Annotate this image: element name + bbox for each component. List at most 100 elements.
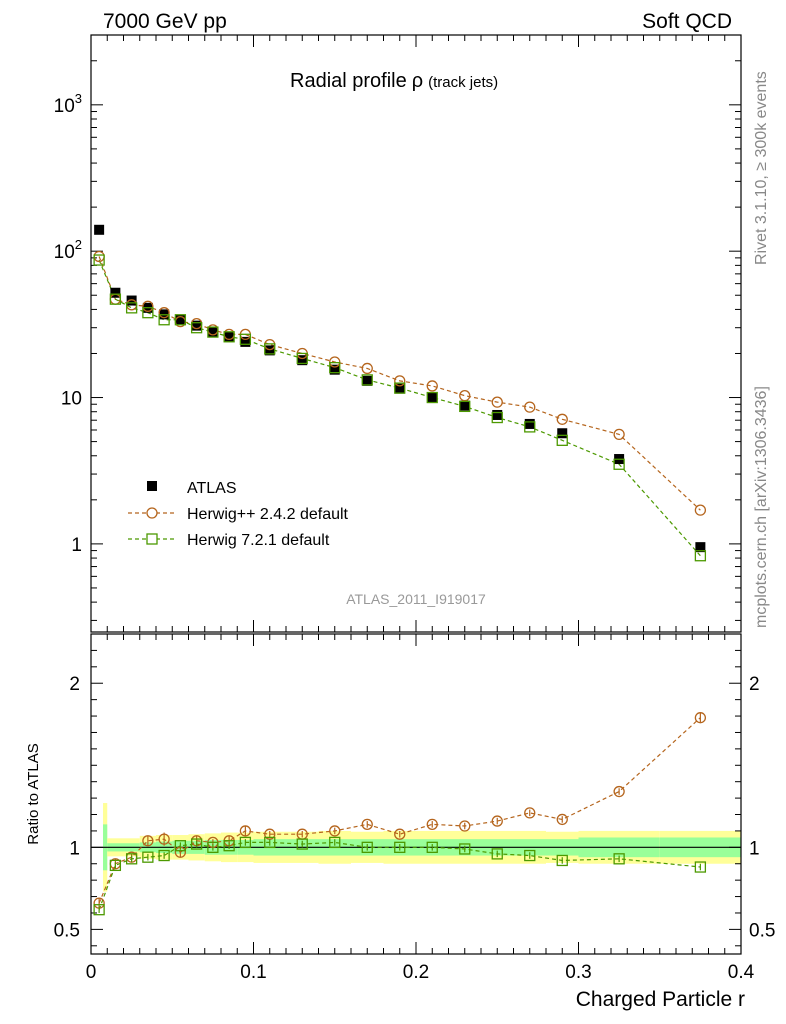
main-point-herwig7 xyxy=(556,434,568,446)
main-point-herwigpp xyxy=(459,390,471,402)
main-point-herwigpp xyxy=(491,396,503,408)
main-point-atlas xyxy=(524,418,535,429)
legend-entry-atlas: ATLAS xyxy=(147,480,237,497)
ratio-point-herwigpp xyxy=(491,815,503,827)
chart-title: Radial profile ρ (track jets) xyxy=(290,70,498,92)
ratio-y-tick-label-left: 1 xyxy=(69,838,80,859)
main-ticks xyxy=(90,34,742,632)
main-point-atlas xyxy=(110,287,121,298)
ratio-point-herwigpp xyxy=(394,828,406,840)
main-point-herwigpp xyxy=(158,307,170,319)
ratio-point-herwigpp xyxy=(239,825,252,837)
ratio-y-tick-labels: 0.5 0.5 1 1 2 2 xyxy=(54,674,776,941)
main-point-herwig7 xyxy=(109,293,122,305)
main-point-herwig7 xyxy=(426,391,438,404)
main-point-atlas xyxy=(264,345,275,356)
x-tick-labels: 0 0.1 0.2 0.3 0.4 xyxy=(86,962,755,983)
main-point-herwig7 xyxy=(174,314,187,326)
mcplots-label: mcplots.cern.ch [arXiv:1306.3436] xyxy=(753,386,770,628)
main-point-atlas xyxy=(224,331,235,342)
ratio-point-herwig7 xyxy=(361,841,373,853)
main-point-herwigpp xyxy=(361,362,373,375)
ratio-point-herwig7 xyxy=(207,841,219,853)
main-point-atlas xyxy=(492,409,503,420)
legend-entry-herwigpp: Herwig++ 2.4.2 default xyxy=(128,506,349,523)
main-point-herwig7 xyxy=(158,314,170,326)
ratio-point-herwigpp xyxy=(142,835,154,847)
ratio-point-herwig7 xyxy=(93,904,105,916)
ratio-y-tick-label-right: 2 xyxy=(749,674,760,695)
ratio-point-herwigpp xyxy=(426,818,438,831)
ratio-point-herwig7 xyxy=(613,853,625,865)
x-tick-label: 0.4 xyxy=(728,962,755,983)
main-point-atlas xyxy=(207,327,218,338)
ratio-point-herwigpp xyxy=(459,820,471,832)
main-y-tick-label: 10 xyxy=(61,389,82,410)
legend-marker-herwig7 xyxy=(146,533,158,545)
ratio-point-herwig7 xyxy=(158,849,170,862)
ratio-series-lines xyxy=(98,717,701,910)
main-point-herwig7 xyxy=(296,352,308,365)
ratio-point-herwig7 xyxy=(394,841,406,853)
main-line-2 xyxy=(98,259,701,557)
main-point-atlas xyxy=(175,314,186,325)
legend-entry-herwig7: Herwig 7.2.1 default xyxy=(128,532,330,549)
main-point-herwig7 xyxy=(142,307,154,319)
ratio-line-0 xyxy=(98,717,701,904)
x-tick-label: 0.3 xyxy=(565,962,591,983)
main-point-herwig7 xyxy=(125,302,138,314)
main-point-atlas xyxy=(459,400,470,411)
x-tick-label: 0.2 xyxy=(403,962,429,983)
ratio-point-herwig7 xyxy=(239,836,252,849)
ratio-point-herwigpp xyxy=(329,825,341,837)
main-point-herwigpp xyxy=(613,428,625,441)
legend-label-atlas: ATLAS xyxy=(187,480,237,497)
ratio-point-herwigpp xyxy=(158,833,170,845)
main-point-herwigpp xyxy=(556,413,568,425)
main-point-atlas xyxy=(191,320,202,331)
ratio-point-herwig7 xyxy=(296,838,308,850)
main-frame xyxy=(90,34,742,633)
main-point-herwigpp xyxy=(329,356,341,368)
rivet-label: Rivet 3.1.10, ≥ 300k events xyxy=(753,71,770,265)
ratio-series-markers xyxy=(93,712,707,916)
ratio-point-herwig7 xyxy=(174,840,187,852)
ratio-point-herwig7 xyxy=(223,840,235,852)
main-point-herwig7 xyxy=(239,333,252,345)
chart-title-suffix: (track jets) xyxy=(428,74,498,91)
main-point-herwig7 xyxy=(394,382,406,394)
ratio-point-herwigpp xyxy=(694,712,707,724)
ratio-point-herwigpp xyxy=(556,813,568,826)
main-point-atlas xyxy=(240,336,251,347)
ratio-point-herwig7 xyxy=(426,841,438,853)
main-point-herwigpp xyxy=(524,401,536,413)
ratio-point-herwigpp xyxy=(361,818,373,831)
main-panel: 1 10 102 103 Radial profile ρ (track jets) AT… xyxy=(54,34,742,633)
main-line-1 xyxy=(98,256,701,511)
ratio-point-herwig7 xyxy=(491,848,503,860)
main-y-tick-label: 102 xyxy=(54,237,82,263)
ratio-point-herwig7 xyxy=(524,849,536,862)
main-point-herwig7 xyxy=(93,254,105,266)
main-point-atlas xyxy=(427,392,438,403)
main-point-herwig7 xyxy=(613,458,625,470)
main-point-herwig7 xyxy=(361,374,373,386)
ratio-point-herwig7 xyxy=(459,843,471,855)
main-point-herwig7 xyxy=(223,331,235,343)
main-y-tick-label: 103 xyxy=(54,91,82,117)
main-point-atlas xyxy=(297,355,308,366)
ratio-y-tick-label-left: 0.5 xyxy=(54,920,80,941)
ratio-point-herwigpp xyxy=(524,807,536,819)
ratio-y-tick-label-left: 2 xyxy=(69,674,80,695)
analysis-label: ATLAS_2011_I919017 xyxy=(346,591,486,607)
main-point-atlas xyxy=(557,428,568,439)
x-tick-label: 0 xyxy=(86,962,97,983)
ratio-ticks xyxy=(90,634,742,954)
legend-marker-herwigpp xyxy=(146,507,158,519)
chart-title-main: Radial profile xyxy=(290,70,407,92)
main-point-herwigpp xyxy=(694,504,707,516)
main-point-herwig7 xyxy=(329,362,341,374)
ratio-point-herwig7 xyxy=(694,861,707,873)
main-point-atlas xyxy=(695,542,706,553)
